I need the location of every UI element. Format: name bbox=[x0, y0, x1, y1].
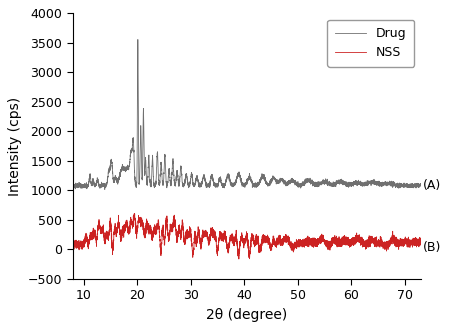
Drug bbox=[102, 187, 108, 191]
Drug bbox=[155, 151, 160, 155]
Drug bbox=[70, 183, 76, 187]
NSS bbox=[131, 212, 137, 215]
Drug bbox=[226, 176, 231, 180]
Line: Drug: Drug bbox=[73, 40, 421, 189]
NSS bbox=[236, 257, 242, 261]
Drug bbox=[135, 38, 140, 42]
Line: NSS: NSS bbox=[73, 214, 421, 259]
Text: (A): (A) bbox=[423, 179, 441, 192]
Drug bbox=[201, 174, 207, 178]
NSS bbox=[155, 224, 160, 228]
NSS bbox=[415, 237, 421, 241]
NSS bbox=[153, 227, 158, 231]
NSS bbox=[201, 231, 207, 235]
Drug bbox=[153, 183, 158, 187]
Text: (B): (B) bbox=[423, 241, 441, 254]
X-axis label: 2θ (degree): 2θ (degree) bbox=[206, 308, 288, 322]
Y-axis label: Intensity (cps): Intensity (cps) bbox=[9, 96, 22, 196]
NSS bbox=[151, 232, 156, 236]
Drug bbox=[415, 185, 421, 189]
Drug bbox=[418, 183, 423, 187]
NSS bbox=[226, 244, 231, 248]
Drug bbox=[151, 181, 157, 185]
NSS bbox=[70, 242, 76, 246]
NSS bbox=[418, 243, 423, 247]
Legend: Drug, NSS: Drug, NSS bbox=[328, 19, 414, 67]
